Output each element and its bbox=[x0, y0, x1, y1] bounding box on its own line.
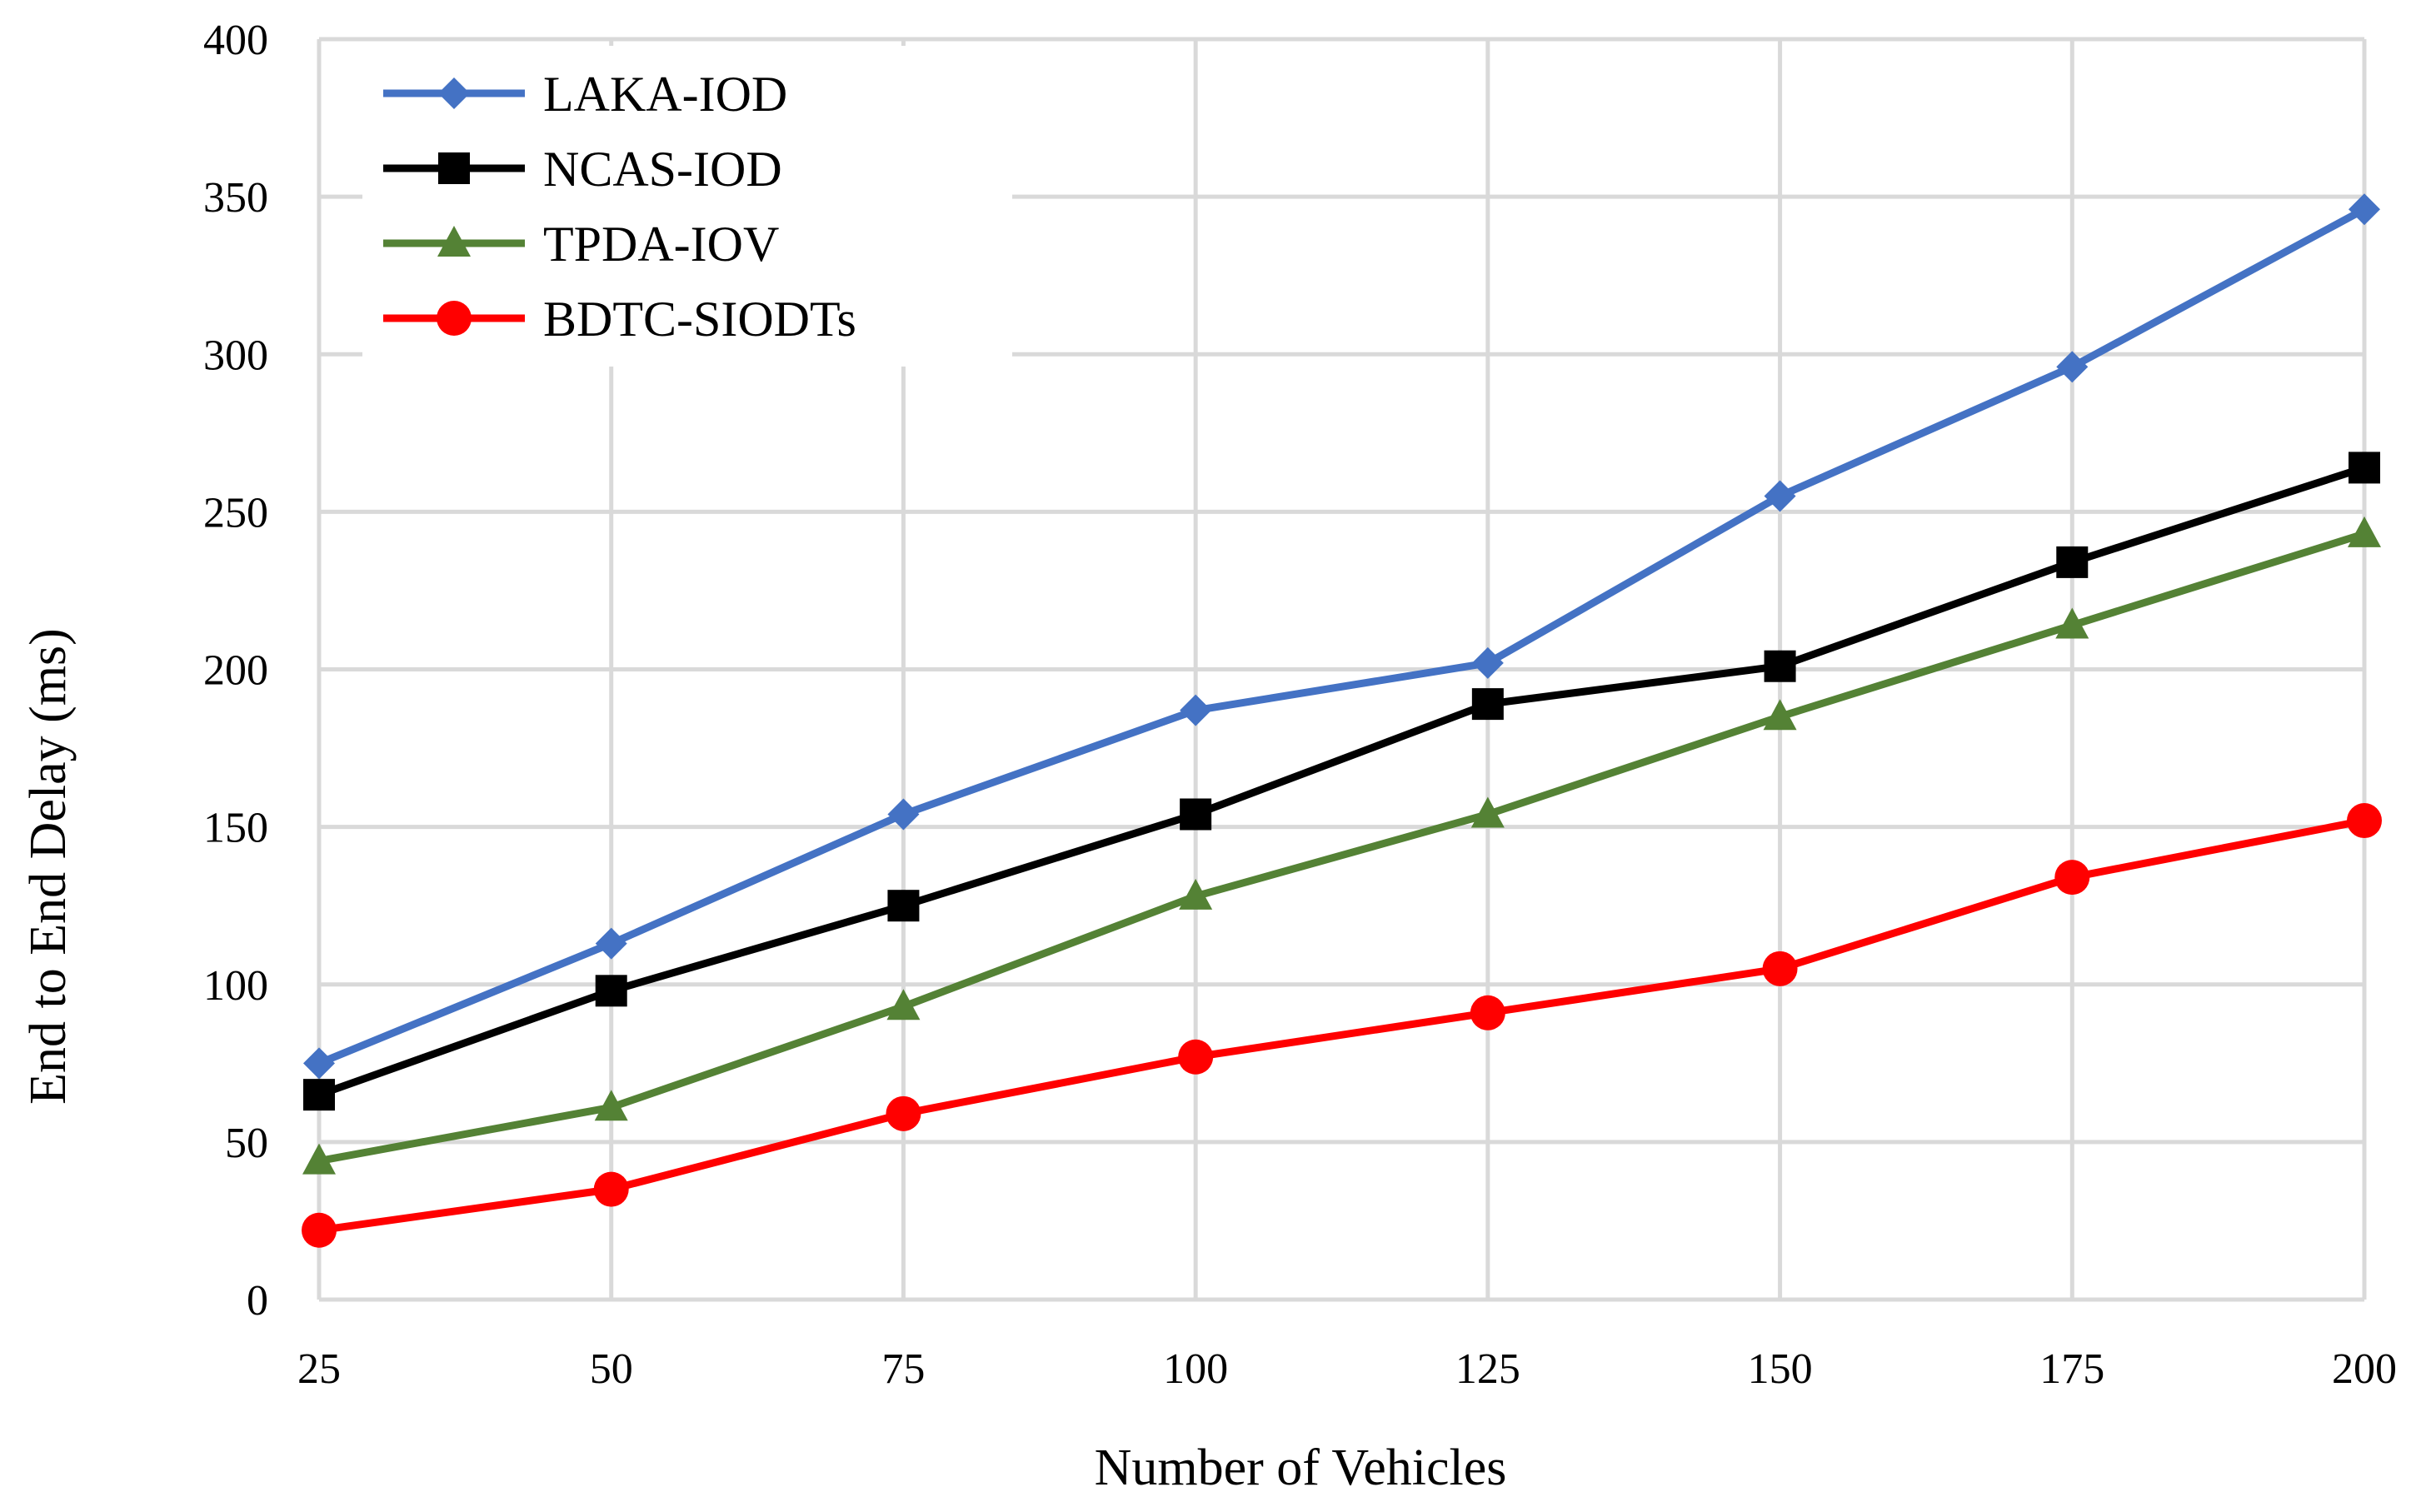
legend-entry: TPDA-IOV bbox=[383, 217, 779, 272]
y-tick-label: 0 bbox=[247, 1277, 268, 1325]
series-layer bbox=[302, 193, 2382, 1248]
data-point bbox=[302, 1143, 336, 1175]
data-point bbox=[1179, 878, 1213, 910]
legend-label: NCAS-IOD bbox=[543, 142, 782, 197]
x-tick-label: 100 bbox=[1163, 1345, 1228, 1393]
series-line bbox=[317, 206, 2367, 1067]
x-tick-label: 75 bbox=[881, 1345, 925, 1393]
data-point bbox=[303, 1079, 335, 1111]
y-axis-ticks: 0 50 100 150 200 250 300 350 400 bbox=[203, 17, 268, 1325]
data-point bbox=[1470, 796, 1505, 828]
data-point bbox=[1470, 995, 1505, 1030]
x-axis-ticks: 25 50 75 100 125 150 175 200 bbox=[297, 1345, 2397, 1393]
data-point bbox=[2056, 351, 2089, 383]
data-point bbox=[2349, 193, 2380, 226]
series-laka-iod bbox=[303, 193, 2380, 1080]
legend-marker bbox=[438, 77, 470, 109]
y-tick-label: 300 bbox=[203, 332, 268, 379]
data-point bbox=[2055, 607, 2089, 639]
series-line bbox=[318, 816, 2365, 1235]
data-point bbox=[1178, 1039, 1214, 1075]
data-point bbox=[2056, 546, 2089, 578]
y-tick-label: 200 bbox=[203, 647, 268, 695]
x-tick-label: 125 bbox=[1455, 1345, 1520, 1393]
data-point bbox=[594, 1090, 628, 1121]
data-point bbox=[302, 1212, 337, 1248]
y-tick-label: 50 bbox=[225, 1120, 268, 1167]
legend-marker bbox=[437, 226, 471, 257]
legend-entry: LAKA-IOD bbox=[383, 67, 787, 122]
data-point bbox=[1180, 694, 1212, 726]
data-point bbox=[1764, 650, 1796, 682]
data-point bbox=[886, 989, 921, 1020]
data-point bbox=[1764, 480, 1796, 512]
y-tick-label: 350 bbox=[203, 174, 268, 222]
data-point bbox=[1471, 688, 1504, 721]
y-tick-label: 100 bbox=[203, 962, 268, 1010]
data-point bbox=[595, 927, 627, 960]
legend-marker bbox=[437, 301, 472, 336]
legend-label: LAKA-IOD bbox=[543, 67, 787, 122]
series-tpda-iov bbox=[302, 516, 2381, 1175]
data-point bbox=[2348, 516, 2381, 547]
legend-label: BDTC-SIODTs bbox=[543, 292, 856, 347]
data-point bbox=[887, 890, 920, 922]
legend-entry: NCAS-IOD bbox=[383, 142, 782, 197]
y-tick-label: 400 bbox=[203, 17, 268, 64]
data-point bbox=[887, 798, 920, 831]
legend-marker bbox=[438, 152, 470, 184]
y-tick-label: 150 bbox=[203, 805, 268, 852]
x-tick-label: 150 bbox=[1748, 1345, 1813, 1393]
data-point bbox=[2347, 803, 2382, 839]
data-point bbox=[2054, 860, 2090, 896]
x-tick-label: 25 bbox=[297, 1345, 341, 1393]
legend-entry: BDTC-SIODTs bbox=[383, 292, 856, 347]
y-axis-title: End to End Delay (ms) bbox=[20, 628, 77, 1105]
x-axis-title: Number of Vehicles bbox=[1095, 1440, 1507, 1496]
legend-label: TPDA-IOV bbox=[543, 217, 779, 272]
x-tick-label: 50 bbox=[590, 1345, 633, 1393]
data-point bbox=[1762, 951, 1798, 986]
series-ncas-iod bbox=[303, 452, 2380, 1111]
data-point bbox=[595, 975, 627, 1007]
data-point bbox=[1471, 646, 1504, 679]
data-point bbox=[1763, 699, 1797, 731]
legend: LAKA-IOD NCAS-IOD TPDA-IOV BDTC-SIODTs bbox=[362, 46, 1012, 367]
data-point bbox=[2349, 452, 2380, 484]
data-point bbox=[1180, 798, 1212, 831]
data-point bbox=[593, 1171, 629, 1207]
data-point bbox=[303, 1047, 335, 1080]
y-tick-label: 250 bbox=[203, 489, 268, 536]
series-line bbox=[317, 464, 2366, 1099]
series-line bbox=[318, 530, 2366, 1165]
x-tick-label: 175 bbox=[2039, 1345, 2104, 1393]
data-point bbox=[886, 1095, 921, 1131]
series-bdtc-siodts bbox=[302, 803, 2382, 1248]
x-tick-label: 200 bbox=[2332, 1345, 2397, 1393]
